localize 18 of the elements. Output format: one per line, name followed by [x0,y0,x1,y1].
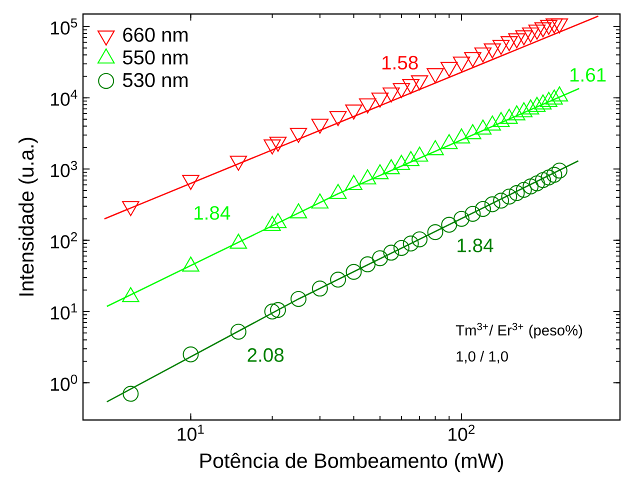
annotation: 1.61 [570,68,606,82]
legend-label: 660 nm [123,28,188,42]
y-tick-label: 10$^{1}$ [51,303,77,320]
annotation: 1,0 / 1,0 [456,350,508,364]
y-tick-label: 10$^{0}$ [51,374,78,391]
annotation: 2.08 [248,348,284,362]
annotation: Tm$^{3+}$/ Er$^{3+}$ (peso%) [456,322,582,338]
y-tick-label: 10$^{3}$ [51,160,78,178]
annotation: 1.58 [382,56,418,70]
legend-label: 550 nm [122,50,188,65]
y-tick-label: 10$^{2}$ [51,232,77,248]
annotation: 1.84 [458,238,494,252]
y-axis-title: Intensidade (u.a.) [18,138,38,296]
legend-label: 530 nm [122,72,188,88]
y-tick-label: 10$^{5}$ [51,18,78,35]
y-tick-label: 10$^{4}$ [51,90,78,106]
annotation: 1.84 [194,206,230,220]
x-axis-title: Potência de Bombeamento (mW) [200,452,503,472]
